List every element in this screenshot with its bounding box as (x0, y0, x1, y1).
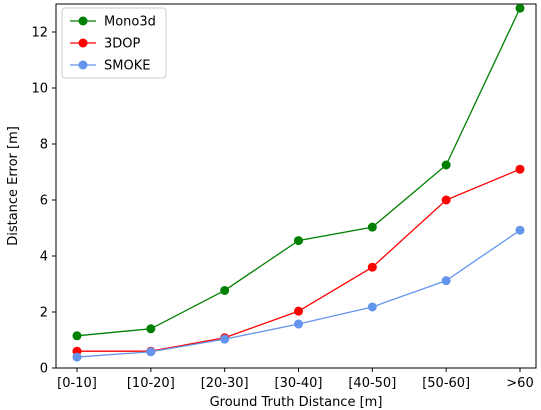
x-axis-title: Ground Truth Distance [m] (210, 395, 383, 410)
data-point-3dop (367, 262, 377, 272)
y-tick-label: 12 (31, 26, 48, 41)
data-point-smoke (441, 276, 451, 286)
legend-marker-3dop (78, 38, 88, 48)
x-tick-label: [20-30] (201, 376, 249, 391)
y-tick-label: 8 (40, 138, 48, 153)
data-point-3dop (294, 306, 303, 316)
data-point-smoke (515, 225, 525, 235)
legend-marker-mono3d (78, 16, 88, 26)
legend: Mono3d 3DOP SMOKE (61, 7, 167, 79)
data-point-3dop (515, 164, 525, 174)
x-tick-label: [0-10] (57, 376, 97, 391)
y-axis-title: Distance Error [m] (6, 126, 21, 246)
y-tick-label: 6 (40, 194, 48, 209)
y-tick-label: 2 (40, 306, 48, 321)
y-tick-label: 0 (40, 362, 48, 377)
data-point-mono3d (294, 236, 303, 246)
data-point-smoke (367, 302, 377, 312)
data-point-smoke (146, 347, 156, 357)
data-point-3dop (441, 195, 451, 205)
data-point-mono3d (220, 285, 230, 295)
data-point-smoke (220, 334, 230, 344)
data-point-smoke (72, 352, 82, 362)
legend-label-smoke: SMOKE (104, 59, 150, 74)
x-tick-label: [10-20] (127, 376, 175, 391)
data-point-mono3d (441, 160, 451, 170)
data-point-mono3d (72, 331, 82, 341)
legend-label-mono3d: Mono3d (104, 15, 156, 30)
data-point-smoke (294, 319, 303, 329)
x-tick-label: [30-40] (275, 376, 323, 391)
data-point-mono3d (146, 324, 156, 334)
x-tick-label: >60 (506, 376, 533, 391)
legend-label-3dop: 3DOP (104, 37, 141, 52)
x-tick-label: [40-50] (348, 376, 396, 391)
x-tick-label: [50-60] (422, 376, 470, 391)
legend-marker-smoke (78, 60, 88, 70)
data-point-mono3d (367, 222, 377, 232)
y-axis: 0 2 4 6 8 10 12 (31, 26, 56, 377)
x-axis: [0-10] [10-20] [20-30] [30-40] [40-50] [50-60… (57, 368, 534, 391)
data-point-mono3d (515, 3, 525, 13)
series-layer (72, 3, 525, 362)
y-tick-label: 10 (31, 82, 48, 97)
legend-box (61, 7, 167, 79)
y-tick-label: 4 (40, 250, 48, 265)
